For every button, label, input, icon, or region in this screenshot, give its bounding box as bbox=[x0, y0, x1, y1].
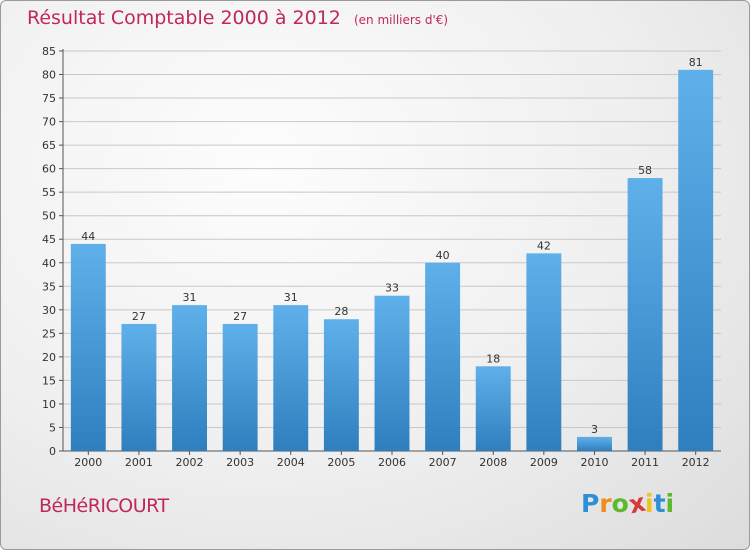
x-tick-label-2011: 2011 bbox=[631, 456, 659, 469]
x-tick-label-2009: 2009 bbox=[530, 456, 558, 469]
x-tick-label-2007: 2007 bbox=[429, 456, 457, 469]
bar-2003 bbox=[222, 323, 258, 451]
data-label-2006: 33 bbox=[385, 282, 399, 295]
data-label-2005: 28 bbox=[334, 305, 348, 318]
data-label-2010: 3 bbox=[591, 423, 598, 436]
data-label-2004: 31 bbox=[284, 291, 298, 304]
y-tick-label: 10 bbox=[42, 398, 56, 411]
y-tick-label: 70 bbox=[42, 116, 56, 129]
bar-2011 bbox=[627, 178, 663, 451]
y-tick-label: 15 bbox=[42, 374, 56, 387]
x-tick-label-2004: 2004 bbox=[277, 456, 305, 469]
y-tick-label: 35 bbox=[42, 280, 56, 293]
bar-2002 bbox=[172, 305, 208, 451]
y-tick-label: 55 bbox=[42, 186, 56, 199]
logo-letter: t bbox=[653, 489, 666, 518]
logo-letter: r bbox=[599, 489, 612, 518]
y-tick-label: 75 bbox=[42, 92, 56, 105]
y-tick-label: 80 bbox=[42, 69, 56, 82]
bar-2005 bbox=[323, 319, 359, 451]
x-tick-label-2008: 2008 bbox=[479, 456, 507, 469]
y-tick-label: 50 bbox=[42, 210, 56, 223]
y-tick-label: 65 bbox=[42, 139, 56, 152]
bar-2010 bbox=[576, 436, 612, 451]
bar-2009 bbox=[526, 253, 562, 451]
logo-letter: o bbox=[611, 489, 629, 518]
x-tick-label-2005: 2005 bbox=[327, 456, 355, 469]
data-label-2001: 27 bbox=[132, 310, 146, 323]
data-label-2011: 58 bbox=[638, 164, 652, 177]
bar-2008 bbox=[475, 366, 511, 451]
x-tick-label-2002: 2002 bbox=[176, 456, 204, 469]
chart-unit: (en milliers d'€) bbox=[353, 13, 449, 27]
x-tick-label-2000: 2000 bbox=[74, 456, 102, 469]
bar-2007 bbox=[425, 262, 461, 451]
y-tick-label: 5 bbox=[49, 421, 56, 434]
bar-2006 bbox=[374, 295, 410, 451]
data-label-2009: 42 bbox=[537, 239, 551, 252]
x-tick-label-2010: 2010 bbox=[580, 456, 608, 469]
y-tick-label: 85 bbox=[42, 45, 56, 58]
logo-letter: i bbox=[665, 489, 675, 518]
bar-2001 bbox=[121, 323, 157, 451]
x-tick-label-2006: 2006 bbox=[378, 456, 406, 469]
bar-2000 bbox=[70, 243, 106, 451]
proxiti-logo: Proxiti bbox=[581, 488, 675, 520]
data-label-2000: 44 bbox=[81, 230, 95, 243]
x-tick-label-2001: 2001 bbox=[125, 456, 153, 469]
bar-2012 bbox=[678, 69, 714, 451]
data-label-2007: 40 bbox=[436, 249, 450, 262]
data-label-2003: 27 bbox=[233, 310, 247, 323]
y-tick-label: 40 bbox=[42, 257, 56, 270]
data-label-2008: 18 bbox=[486, 352, 500, 365]
bar-2004 bbox=[273, 305, 309, 451]
chart-title: Résultat Comptable 2000 à 2012 bbox=[27, 7, 341, 29]
y-tick-label: 0 bbox=[49, 445, 56, 458]
y-tick-label: 45 bbox=[42, 233, 56, 246]
y-tick-label: 30 bbox=[42, 304, 56, 317]
commune-name: BéHéRICOURT bbox=[39, 495, 169, 517]
y-tick-label: 60 bbox=[42, 163, 56, 176]
y-tick-label: 20 bbox=[42, 351, 56, 364]
y-tick-label: 25 bbox=[42, 327, 56, 340]
data-label-2012: 81 bbox=[689, 56, 703, 69]
logo-letter: P bbox=[581, 489, 600, 518]
logo-letter: i bbox=[645, 489, 654, 518]
title-row: Résultat Comptable 2000 à 2012 (en milli… bbox=[27, 7, 448, 29]
data-label-2002: 31 bbox=[183, 291, 197, 304]
x-tick-label-2012: 2012 bbox=[682, 456, 710, 469]
x-tick-label-2003: 2003 bbox=[226, 456, 254, 469]
